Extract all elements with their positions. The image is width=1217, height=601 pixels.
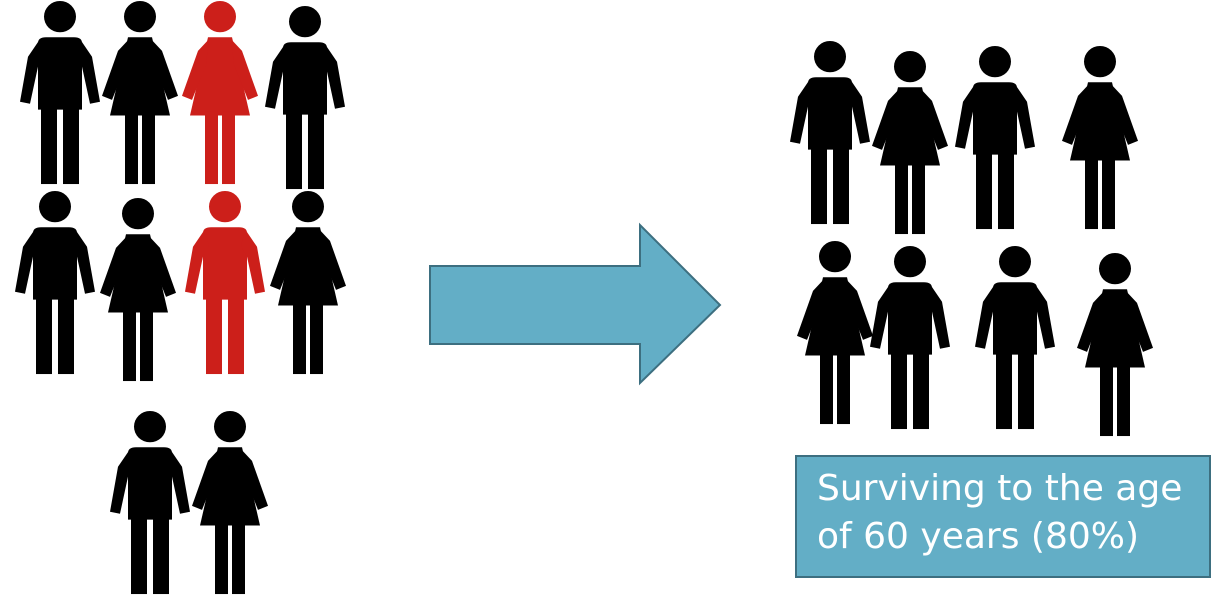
person-icon (265, 5, 345, 190)
person-highlighted-icon (185, 190, 265, 375)
caption-line-1: Surviving to the age (817, 468, 1183, 509)
person-icon (1077, 252, 1153, 437)
person-icon (110, 410, 190, 595)
person-icon (797, 240, 873, 425)
person-icon (975, 245, 1055, 430)
person-icon (100, 197, 176, 382)
person-icon (102, 0, 178, 185)
right-arrow-icon (429, 222, 722, 386)
person-icon (872, 50, 948, 235)
person-icon (1062, 45, 1138, 230)
caption-line-2: of 60 years (80%) (817, 516, 1140, 557)
person-highlighted-icon (182, 0, 258, 185)
surviving-population-group (790, 40, 1153, 437)
initial-population-group (15, 0, 346, 595)
person-icon (192, 410, 268, 595)
person-icon (955, 45, 1035, 230)
person-icon (15, 190, 95, 375)
person-icon (790, 40, 870, 225)
caption-box: Surviving to the age of 60 years (80%) (795, 455, 1211, 578)
person-icon (270, 190, 346, 375)
person-icon (870, 245, 950, 430)
person-icon (20, 0, 100, 185)
transition-arrow (429, 222, 722, 386)
